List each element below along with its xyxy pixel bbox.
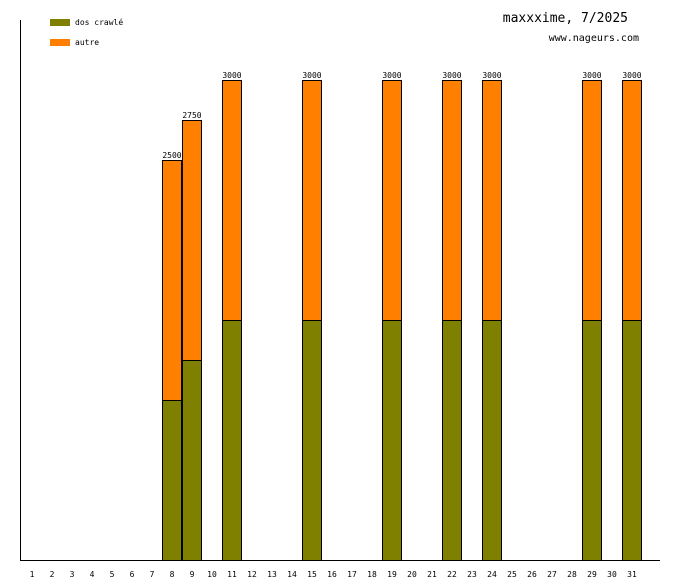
total-label-day-19: 3000 bbox=[382, 71, 401, 80]
x-tick-label-10: 10 bbox=[207, 570, 217, 579]
axes-group bbox=[20, 20, 660, 561]
bar-dos-crawle-day-11 bbox=[222, 320, 242, 561]
total-labels-group: 2500 2750 3000 3000 3000 3000 3000 3000 3000 bbox=[162, 71, 641, 160]
bar-autre-day-24 bbox=[482, 80, 502, 321]
x-tick-label-30: 30 bbox=[607, 570, 617, 579]
x-tick-label-12: 12 bbox=[247, 570, 257, 579]
x-tick-label-23: 23 bbox=[467, 570, 477, 579]
x-tick-label-15: 15 bbox=[307, 570, 317, 579]
bar-autre-day-15 bbox=[302, 80, 322, 321]
legend-label-dos-crawle: dos crawlé bbox=[75, 17, 123, 27]
x-tick-label-17: 17 bbox=[347, 570, 357, 579]
total-label-day-31: 3000 bbox=[622, 71, 641, 80]
bar-dos-crawle-day-9 bbox=[182, 360, 202, 561]
x-tick-label-11: 11 bbox=[227, 570, 237, 579]
x-tick-label-5: 5 bbox=[110, 570, 115, 579]
x-tick-label-16: 16 bbox=[327, 570, 337, 579]
total-label-day-22: 3000 bbox=[442, 71, 461, 80]
bar-autre-day-19 bbox=[382, 80, 402, 321]
x-tick-label-22: 22 bbox=[447, 570, 457, 579]
x-tick-label-20: 20 bbox=[407, 570, 417, 579]
chart-subtitle: www.nageurs.com bbox=[549, 33, 639, 44]
total-label-day-15: 3000 bbox=[302, 71, 321, 80]
legend-swatch-dos-crawle bbox=[50, 19, 70, 26]
total-label-day-11: 3000 bbox=[222, 71, 241, 80]
bars-group bbox=[162, 80, 642, 561]
x-tick-label-27: 27 bbox=[547, 570, 557, 579]
bar-autre-day-22 bbox=[442, 80, 462, 321]
x-tick-label-4: 4 bbox=[90, 570, 95, 579]
x-tick-label-26: 26 bbox=[527, 570, 537, 579]
total-label-day-9: 2750 bbox=[182, 111, 201, 120]
x-tick-label-8: 8 bbox=[170, 570, 175, 579]
x-tick-label-14: 14 bbox=[287, 570, 297, 579]
chart-title: maxxxime, 7/2025 bbox=[503, 11, 628, 26]
bar-dos-crawle-day-8 bbox=[162, 400, 182, 561]
bar-autre-day-11 bbox=[222, 80, 242, 321]
x-tick-label-7: 7 bbox=[150, 570, 155, 579]
x-tick-labels-group: 1 2 3 4 5 6 7 8 9 10 11 12 13 14 15 16 17 18 19 20 21 22 23 24 2… bbox=[30, 570, 637, 579]
legend-label-autre: autre bbox=[75, 38, 99, 47]
x-tick-label-13: 13 bbox=[267, 570, 277, 579]
bar-autre-day-29 bbox=[582, 80, 602, 321]
x-tick-label-25: 25 bbox=[507, 570, 517, 579]
bar-dos-crawle-day-29 bbox=[582, 320, 602, 561]
bar-dos-crawle-day-31 bbox=[622, 320, 642, 561]
x-tick-label-9: 9 bbox=[190, 570, 195, 579]
x-tick-label-3: 3 bbox=[70, 570, 75, 579]
x-tick-label-31: 31 bbox=[627, 570, 637, 579]
legend: dos crawlé autre bbox=[50, 17, 123, 47]
bar-autre-day-9 bbox=[182, 120, 202, 361]
x-tick-label-2: 2 bbox=[50, 570, 55, 579]
x-tick-label-29: 29 bbox=[587, 570, 597, 579]
x-tick-label-18: 18 bbox=[367, 570, 377, 579]
bar-dos-crawle-day-22 bbox=[442, 320, 462, 561]
bar-dos-crawle-day-24 bbox=[482, 320, 502, 561]
x-tick-label-28: 28 bbox=[567, 570, 577, 579]
total-label-day-24: 3000 bbox=[482, 71, 501, 80]
bar-dos-crawle-day-15 bbox=[302, 320, 322, 561]
bar-autre-day-8 bbox=[162, 160, 182, 401]
x-tick-label-1: 1 bbox=[30, 570, 35, 579]
x-tick-label-19: 19 bbox=[387, 570, 397, 579]
bar-autre-day-31 bbox=[622, 80, 642, 321]
x-tick-label-6: 6 bbox=[130, 570, 135, 579]
x-tick-label-24: 24 bbox=[487, 570, 497, 579]
bar-dos-crawle-day-19 bbox=[382, 320, 402, 561]
total-label-day-8: 2500 bbox=[162, 151, 181, 160]
total-label-day-29: 3000 bbox=[582, 71, 601, 80]
legend-swatch-autre bbox=[50, 39, 70, 46]
x-tick-label-21: 21 bbox=[427, 570, 437, 579]
